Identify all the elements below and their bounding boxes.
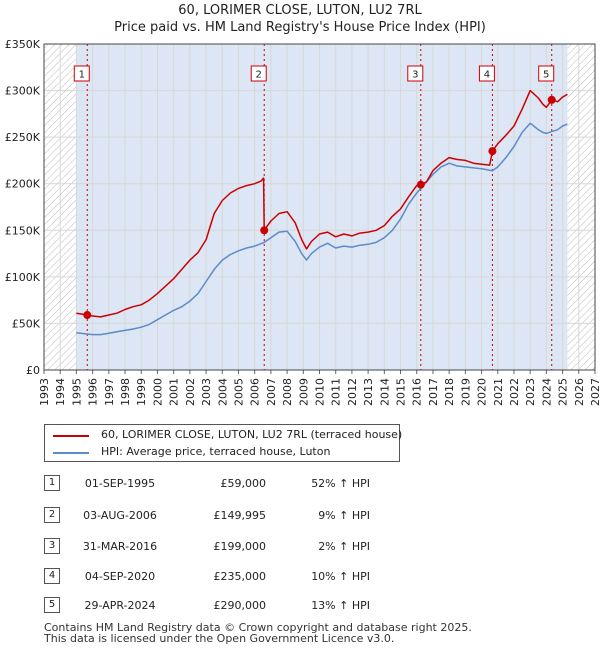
x-tick-label: 2005 (232, 378, 245, 406)
x-tick-label: 1996 (87, 378, 100, 406)
x-tick-label: 1993 (38, 378, 51, 406)
transaction-price: £290,000 (213, 599, 267, 612)
x-tick-label: 2009 (297, 378, 310, 406)
x-tick-label: 2020 (476, 378, 489, 406)
sale-label: 5 (543, 70, 549, 81)
y-tick-label: £300K (5, 85, 41, 98)
y-tick-label: £0 (26, 364, 40, 377)
y-tick-label: £150K (5, 224, 41, 237)
price-chart: £0 £50K £100K £150K £200K £250K £300K £350K 1993… (5, 38, 600, 406)
x-tick-label: 2012 (346, 378, 359, 406)
sale-label: 2 (256, 70, 262, 81)
transaction-date: 29-APR-2024 (84, 599, 156, 612)
data-range-band (76, 44, 568, 370)
sale-label: 1 (79, 70, 85, 81)
x-tick-label: 2024 (540, 378, 553, 406)
transaction-hpi-diff: 52% ↑ HPI (311, 477, 370, 490)
transaction-date: 04-SEP-2020 (84, 570, 156, 583)
y-tick-label: £250K (5, 131, 41, 144)
x-tick-label: 2004 (216, 378, 229, 406)
transaction-row: 3 31-MAR-2016 £199,000 2% ↑ HPI (0, 538, 600, 556)
transaction-number: 1 (44, 475, 60, 491)
x-tick-label: 2001 (168, 378, 181, 406)
y-tick-label: £100K (5, 271, 41, 284)
x-tick-label: 1995 (70, 378, 83, 406)
x-tick-label: 2010 (314, 378, 327, 406)
x-tick-label: 2013 (362, 378, 375, 406)
x-tick-label: 2008 (281, 378, 294, 406)
transaction-number: 5 (44, 597, 60, 613)
y-tick-label: £50K (12, 317, 41, 330)
plot-frame (43, 43, 596, 371)
x-tick-label: 2025 (557, 378, 570, 406)
transaction-row: 2 03-AUG-2006 £149,995 9% ↑ HPI (0, 507, 600, 525)
legend-label-hpi: HPI: Average price, terraced house, Luto… (101, 445, 331, 458)
transaction-hpi-diff: 2% ↑ HPI (318, 540, 370, 553)
footer-copyright: Contains HM Land Registry data © Crown c… (44, 621, 472, 634)
sale-point (416, 180, 425, 189)
transaction-row: 4 04-SEP-2020 £235,000 10% ↑ HPI (0, 568, 600, 586)
sale-label-box (250, 65, 267, 82)
x-tick-label: 2007 (265, 378, 278, 406)
legend-label-property: 60, LORIMER CLOSE, LUTON, LU2 7RL (terra… (101, 428, 403, 441)
x-tick-label: 2015 (395, 378, 408, 406)
y-tick-label: £200K (5, 178, 41, 191)
x-tick-label: 1998 (119, 378, 132, 406)
x-tick-label: 2018 (443, 378, 456, 406)
transaction-price: £59,000 (220, 477, 267, 490)
sale-label-box (73, 65, 90, 82)
transaction-number: 4 (44, 568, 60, 584)
x-tick-label: 1997 (103, 378, 116, 406)
x-tick-label: 1999 (135, 378, 148, 406)
legend-swatch-hpi (53, 452, 89, 454)
x-tick-label: 2021 (492, 378, 505, 406)
transaction-number: 2 (44, 507, 60, 523)
x-tick-label: 2019 (459, 378, 472, 406)
x-tick-label: 1994 (54, 378, 67, 406)
x-tick-label: 2017 (427, 378, 440, 406)
transaction-row: 5 29-APR-2024 £290,000 13% ↑ HPI (0, 597, 600, 615)
x-tick-label: 2023 (524, 378, 537, 406)
chart-title: 60, LORIMER CLOSE, LUTON, LU2 7RL (178, 3, 422, 18)
no-data-hatch-right (567, 44, 595, 370)
sale-point (547, 95, 556, 104)
sale-point (83, 311, 92, 320)
y-tick-label: £350K (5, 38, 41, 51)
sale-label-box (478, 65, 495, 82)
sale-label-box (538, 65, 555, 82)
x-tick-label: 2000 (151, 378, 164, 406)
transaction-hpi-diff: 9% ↑ HPI (318, 509, 370, 522)
hpi-series-line (76, 122, 568, 336)
x-tick-label: 2002 (184, 378, 197, 406)
legend-swatch-property (53, 435, 89, 437)
sale-point (260, 226, 269, 235)
transaction-number: 3 (44, 538, 60, 554)
x-tick-label: 2016 (411, 378, 424, 406)
footer-licence: This data is licensed under the Open Gov… (44, 632, 395, 645)
transaction-hpi-diff: 10% ↑ HPI (311, 570, 370, 583)
sale-label: 3 (412, 70, 418, 81)
chart-subtitle: Price paid vs. HM Land Registry's House … (114, 20, 486, 35)
transaction-price: £149,995 (213, 509, 267, 522)
sale-point (488, 147, 497, 156)
sale-label-box (407, 65, 424, 82)
sale-label: 4 (484, 70, 490, 81)
transaction-date: 31-MAR-2016 (82, 540, 158, 553)
legend: 60, LORIMER CLOSE, LUTON, LU2 7RL (terra… (44, 424, 403, 462)
transaction-price: £235,000 (213, 570, 267, 583)
x-tick-label: 2011 (330, 378, 343, 406)
transaction-hpi-diff: 13% ↑ HPI (311, 599, 370, 612)
x-tick-label: 2027 (589, 378, 600, 406)
x-tick-label: 2014 (378, 378, 391, 406)
transaction-row: 1 01-SEP-1995 £59,000 52% ↑ HPI (0, 475, 600, 493)
transaction-date: 03-AUG-2006 (83, 509, 157, 522)
x-tick-label: 2026 (573, 378, 586, 406)
property-series-line (76, 89, 568, 318)
transaction-date: 01-SEP-1995 (84, 477, 156, 490)
x-tick-label: 2003 (200, 378, 213, 406)
x-tick-label: 2022 (508, 378, 521, 406)
transaction-price: £199,000 (213, 540, 267, 553)
x-tick-label: 2006 (249, 378, 262, 406)
